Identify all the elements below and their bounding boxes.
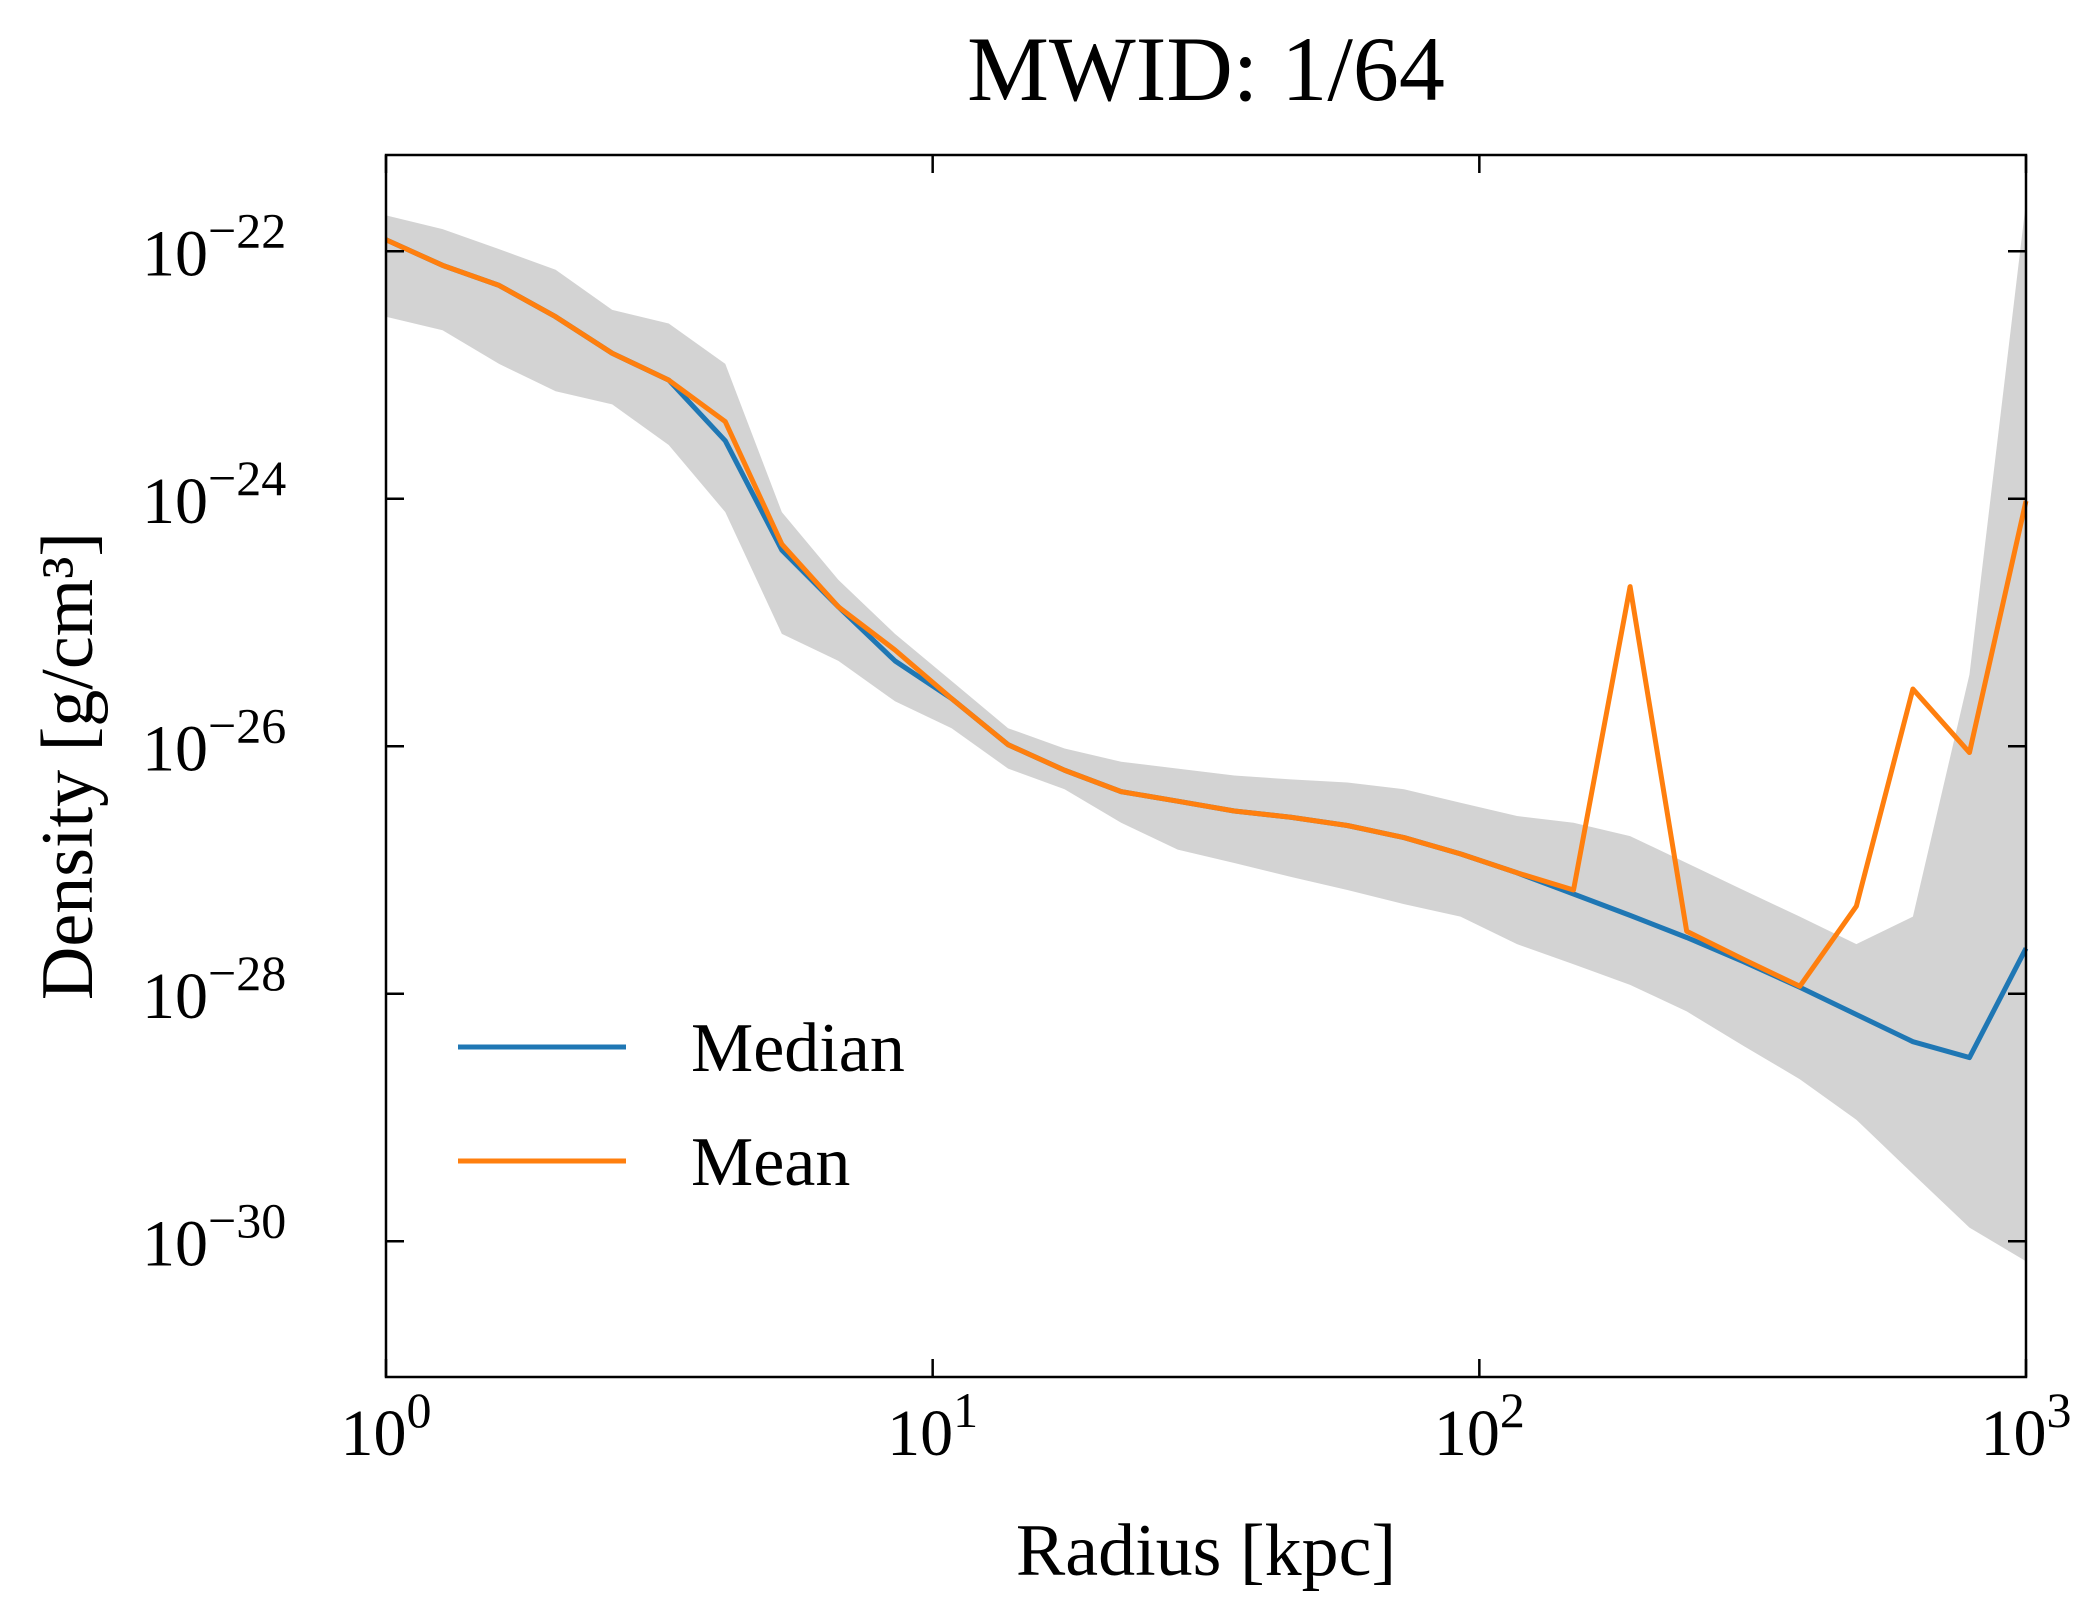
y-tick-label: 10−26	[142, 697, 286, 785]
chart-title: MWID: 1/64	[967, 18, 1445, 120]
y-tick-label: 10−30	[142, 1192, 286, 1280]
plot-frame	[384, 153, 2028, 1379]
y-tick-label: 10−28	[142, 945, 286, 1033]
x-tick-label: 101	[887, 1382, 978, 1470]
y-axis-label: Density [g/cm³]	[27, 532, 109, 1000]
y-tick-label: 10−22	[142, 202, 286, 290]
x-tick-label: 103	[1981, 1382, 2072, 1470]
series-line	[384, 237, 2029, 989]
y-tick-label: 10−24	[142, 450, 286, 538]
scatter-band	[386, 202, 2026, 1262]
legend-label: Mean	[691, 1124, 850, 1201]
legend-label: Median	[691, 1010, 905, 1087]
x-tick-label: 102	[1434, 1382, 1525, 1470]
x-tick-label: 100	[341, 1382, 432, 1470]
x-axis-label: Radius [kpc]	[1016, 1510, 1396, 1592]
